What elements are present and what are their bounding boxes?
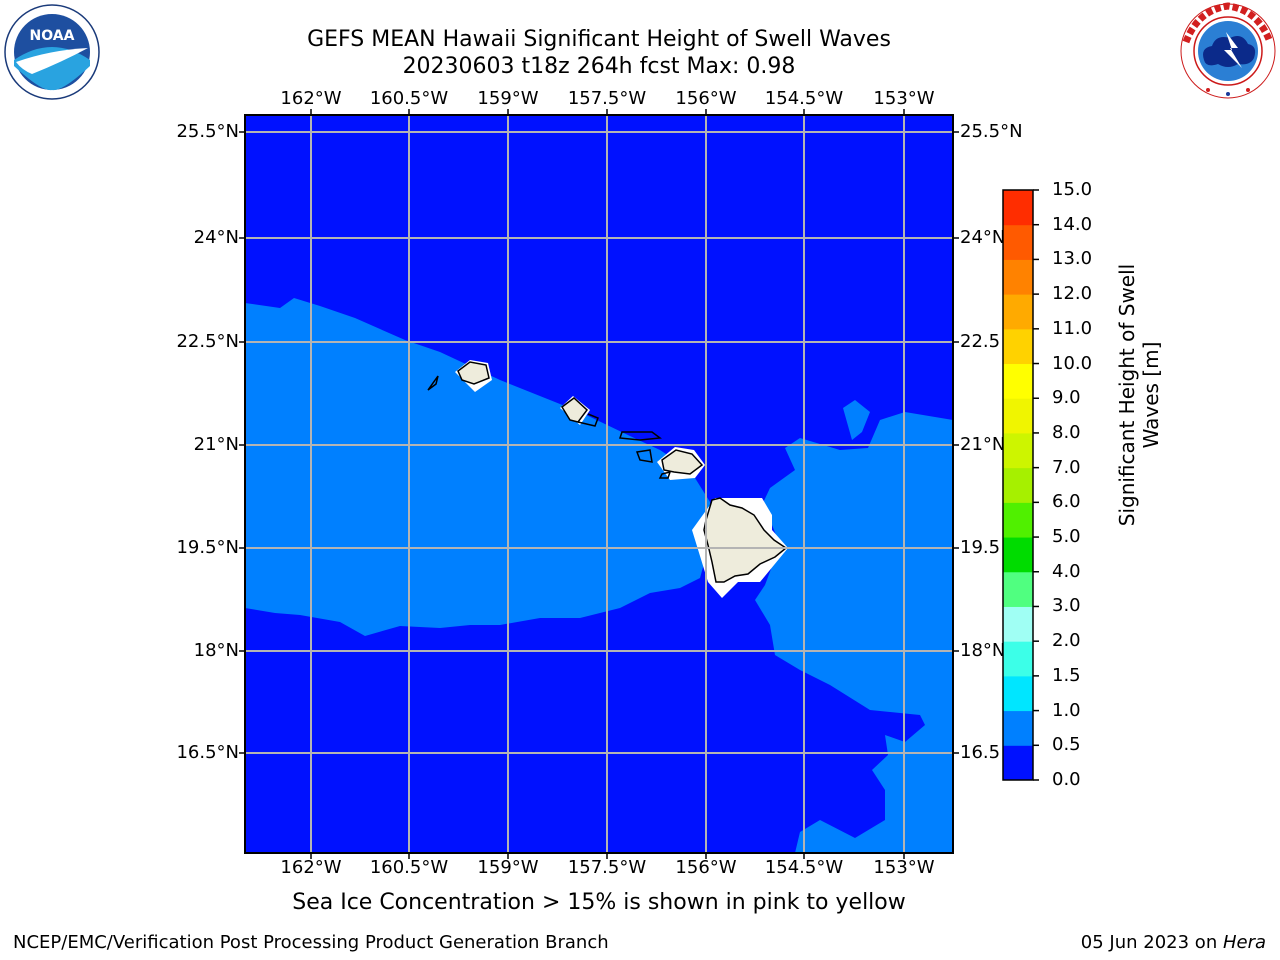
lon-label-bottom: 156°W (675, 857, 737, 878)
colorbar-tick-label: 11.0 (1052, 317, 1093, 339)
colorbar-segment (1003, 710, 1033, 746)
lat-label-left: 24°N (193, 227, 239, 248)
lon-label-bottom: 157.5°W (567, 857, 647, 878)
colorbar-tick-label: 15.0 (1052, 179, 1093, 200)
island-lanai (635, 449, 653, 463)
colorbar-label: Significant Height of Swell Waves [m] (1115, 263, 1163, 527)
graticule (245, 115, 953, 853)
colorbar-tick-label: 12.0 (1052, 283, 1093, 305)
island-molokai (618, 431, 662, 441)
lat-label-left: 18°N (193, 640, 239, 661)
lon-label-top: 159°W (477, 88, 539, 109)
colorbar-segment (1003, 537, 1033, 573)
colorbar-segment (1003, 606, 1033, 642)
noaa-logo: NOAA (4, 4, 100, 100)
footer-date: 05 Jun 2023 on Hera (1080, 932, 1266, 953)
colorbar-tick-label: 1.5 (1052, 664, 1081, 686)
lon-label-top: 154.5°W (764, 88, 844, 109)
chart-title: GEFS MEAN Hawaii Significant Height of S… (307, 27, 891, 52)
lat-label-left: 21°N (193, 434, 239, 455)
lon-label-bottom: 160.5°W (369, 857, 449, 878)
colorbar-segment (1003, 363, 1033, 399)
lat-label-right: 24°N (960, 227, 1006, 248)
lon-label-top: 162°W (280, 88, 342, 109)
colorbar-tick-label: 7.0 (1052, 456, 1081, 478)
lat-label-right: 21°N (960, 434, 1006, 455)
colorbar-segment (1003, 745, 1033, 781)
colorbar-segment (1003, 259, 1033, 295)
lon-label-bottom: 153°W (873, 857, 935, 878)
colorbar-tick-label: 9.0 (1052, 387, 1081, 409)
lat-label-right: 18°N (960, 640, 1006, 661)
lat-label-right: 16.5 (960, 742, 1001, 763)
lat-label-right: 22.5 (960, 331, 1001, 352)
colorbar-tick-label: 13.0 (1052, 248, 1093, 270)
colorbar-segment (1003, 641, 1033, 677)
swell-contour-0.5-1.0 (245, 298, 710, 636)
colorbar (1002, 189, 1039, 781)
lon-label-top: 156°W (675, 88, 737, 109)
noaa-logo-text: NOAA (30, 28, 75, 44)
lon-label-top: 157.5°W (567, 88, 647, 109)
colorbar-segment (1003, 190, 1033, 226)
chart-subtitle: 20230603 t18z 264h fcst Max: 0.98 (402, 54, 796, 79)
colorbar-tick-label: 14.0 (1052, 213, 1093, 235)
lat-label-left: 22.5°N (176, 331, 239, 352)
lon-label-top: 160.5°W (369, 88, 449, 109)
lon-label-bottom: 154.5°W (764, 857, 844, 878)
colorbar-segment (1003, 328, 1033, 365)
colorbar-tick-label: 1.0 (1052, 699, 1081, 721)
colorbar-segment (1003, 467, 1033, 503)
lon-label-bottom: 159°W (477, 857, 539, 878)
lat-label-right: 25.5°N (960, 121, 1023, 142)
colorbar-segment (1003, 398, 1033, 434)
lat-label-left: 16.5°N (176, 742, 239, 763)
lat-label-left: 25.5°N (176, 121, 239, 142)
colorbar-segment (1003, 224, 1033, 260)
colorbar-tick-label: 5.0 (1052, 526, 1081, 548)
colorbar-tick-label: 3.0 (1052, 595, 1081, 617)
colorbar-tick-label: 0.5 (1052, 734, 1081, 756)
nws-logo (1180, 2, 1276, 99)
colorbar-tick-label: 10.0 (1052, 352, 1093, 374)
colorbar-segment (1003, 571, 1033, 607)
footer-branch: NCEP/EMC/Verification Post Processing Pr… (13, 932, 609, 953)
sea-ice-note: Sea Ice Concentration > 15% is shown in … (292, 890, 906, 915)
colorbar-segment (1003, 432, 1033, 469)
lat-label-left: 19.5°N (176, 537, 239, 558)
colorbar-segment (1003, 675, 1033, 712)
colorbar-segment (1003, 502, 1033, 538)
colorbar-tick-label: 8.0 (1052, 421, 1081, 443)
swell-contour-islet (843, 400, 870, 440)
footer-host: Hera (1222, 932, 1266, 953)
colorbar-tick-label: 0.0 (1052, 769, 1081, 790)
island-niihau (427, 375, 439, 391)
colorbar-tick-label: 6.0 (1052, 491, 1081, 513)
colorbar-tick-label: 2.0 (1052, 630, 1081, 652)
colorbar-tick-label: 4.0 (1052, 560, 1081, 582)
lat-label-right: 19.5 (960, 537, 1001, 558)
lon-label-top: 153°W (873, 88, 935, 109)
lon-label-bottom: 162°W (280, 857, 342, 878)
colorbar-segment (1003, 294, 1033, 330)
